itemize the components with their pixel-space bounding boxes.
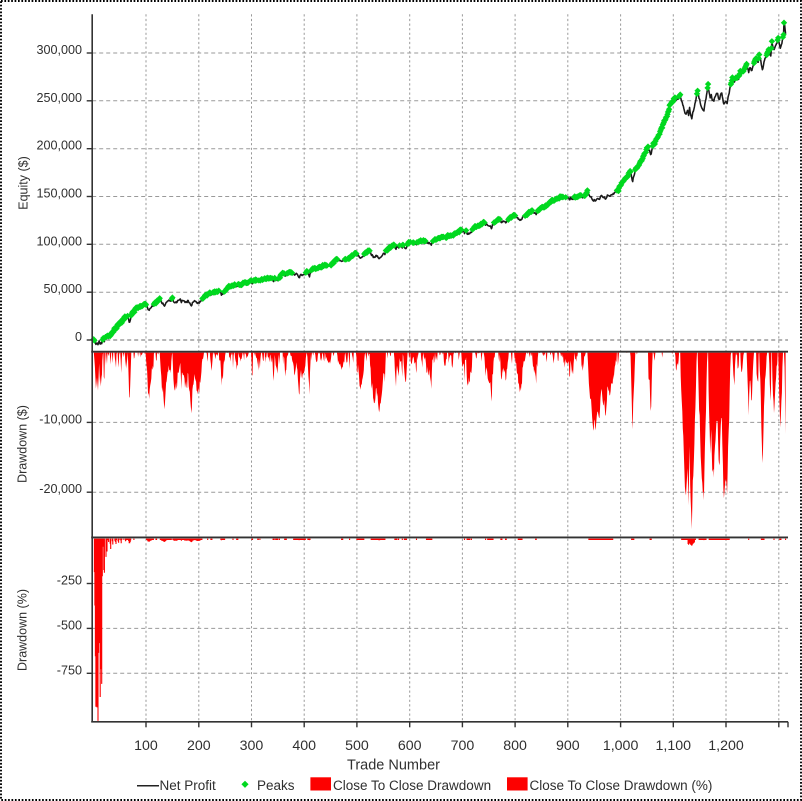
svg-text:150,000: 150,000 — [36, 187, 82, 201]
svg-text:300: 300 — [240, 738, 264, 754]
svg-text:500: 500 — [345, 738, 369, 754]
svg-text:Peaks: Peaks — [257, 778, 295, 793]
svg-text:600: 600 — [398, 738, 422, 754]
svg-text:-750: -750 — [57, 663, 82, 677]
svg-text:-250: -250 — [57, 574, 82, 588]
svg-text:800: 800 — [503, 738, 527, 754]
svg-text:100,000: 100,000 — [36, 234, 82, 248]
svg-text:Drawdown ($): Drawdown ($) — [16, 405, 30, 483]
svg-text:-20,000: -20,000 — [39, 482, 82, 496]
svg-text:0: 0 — [75, 330, 82, 344]
svg-text:1,000: 1,000 — [603, 738, 639, 754]
svg-text:400: 400 — [292, 738, 316, 754]
svg-text:700: 700 — [451, 738, 475, 754]
svg-text:1,100: 1,100 — [656, 738, 692, 754]
svg-text:200: 200 — [187, 738, 211, 754]
svg-text:Close To Close Drawdown: Close To Close Drawdown — [333, 778, 491, 793]
svg-text:-10,000: -10,000 — [39, 412, 82, 426]
svg-text:Net Profit: Net Profit — [160, 778, 217, 793]
svg-text:250,000: 250,000 — [36, 91, 82, 105]
svg-text:Trade Number: Trade Number — [347, 758, 440, 774]
svg-text:1,200: 1,200 — [708, 738, 744, 754]
svg-text:-500: -500 — [57, 618, 82, 632]
svg-text:Close To Close Drawdown (%): Close To Close Drawdown (%) — [530, 778, 713, 793]
svg-text:Equity ($): Equity ($) — [17, 156, 31, 210]
svg-text:200,000: 200,000 — [36, 139, 82, 153]
svg-text:50,000: 50,000 — [43, 282, 82, 296]
svg-text:900: 900 — [556, 738, 580, 754]
svg-text:300,000: 300,000 — [36, 43, 82, 57]
svg-text:100: 100 — [134, 738, 158, 754]
svg-text:Drawdown (%): Drawdown (%) — [16, 589, 30, 671]
